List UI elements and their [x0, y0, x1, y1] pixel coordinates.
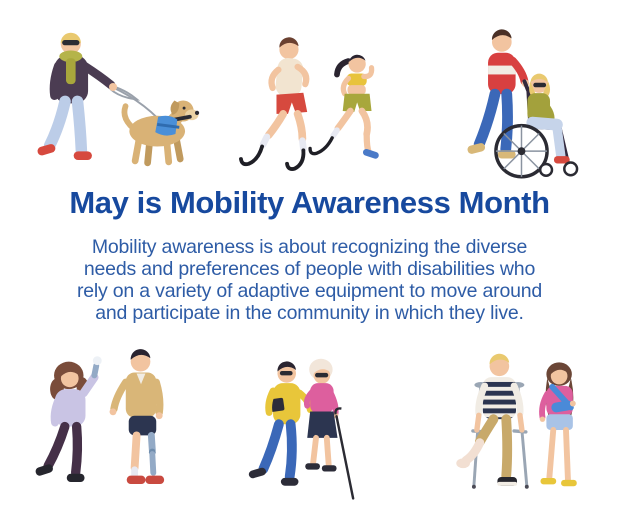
- illustration-white-cane: [234, 352, 400, 512]
- illustration-prosthetic-limbs: [14, 342, 212, 514]
- description-line-1: Mobility awareness is about recognizing …: [91, 236, 528, 258]
- poster-description: Mobility awareness is about recognizing …: [0, 236, 619, 324]
- wheelchair-illustration: [467, 29, 579, 179]
- illustration-blade-runners: [216, 14, 408, 184]
- illustration-crutches-sling: [422, 340, 613, 516]
- prosthetic-limbs-illustration: [35, 349, 165, 485]
- description-line-2: needs and preferences of people with dis…: [83, 258, 536, 280]
- blade-runners-illustration: [239, 37, 379, 171]
- description-line-3: rely on a variety of adaptive equipment …: [76, 280, 543, 302]
- guide-dog-illustration: [37, 32, 200, 167]
- poster-title: May is Mobility Awareness Month: [69, 185, 550, 220]
- description-line-4: and participate in the community in whic…: [95, 302, 524, 324]
- white-cane-illustration: [248, 358, 355, 500]
- illustration-guide-dog: [18, 14, 210, 184]
- crutches-sling-illustration: [456, 353, 577, 489]
- illustration-wheelchair: [430, 12, 612, 190]
